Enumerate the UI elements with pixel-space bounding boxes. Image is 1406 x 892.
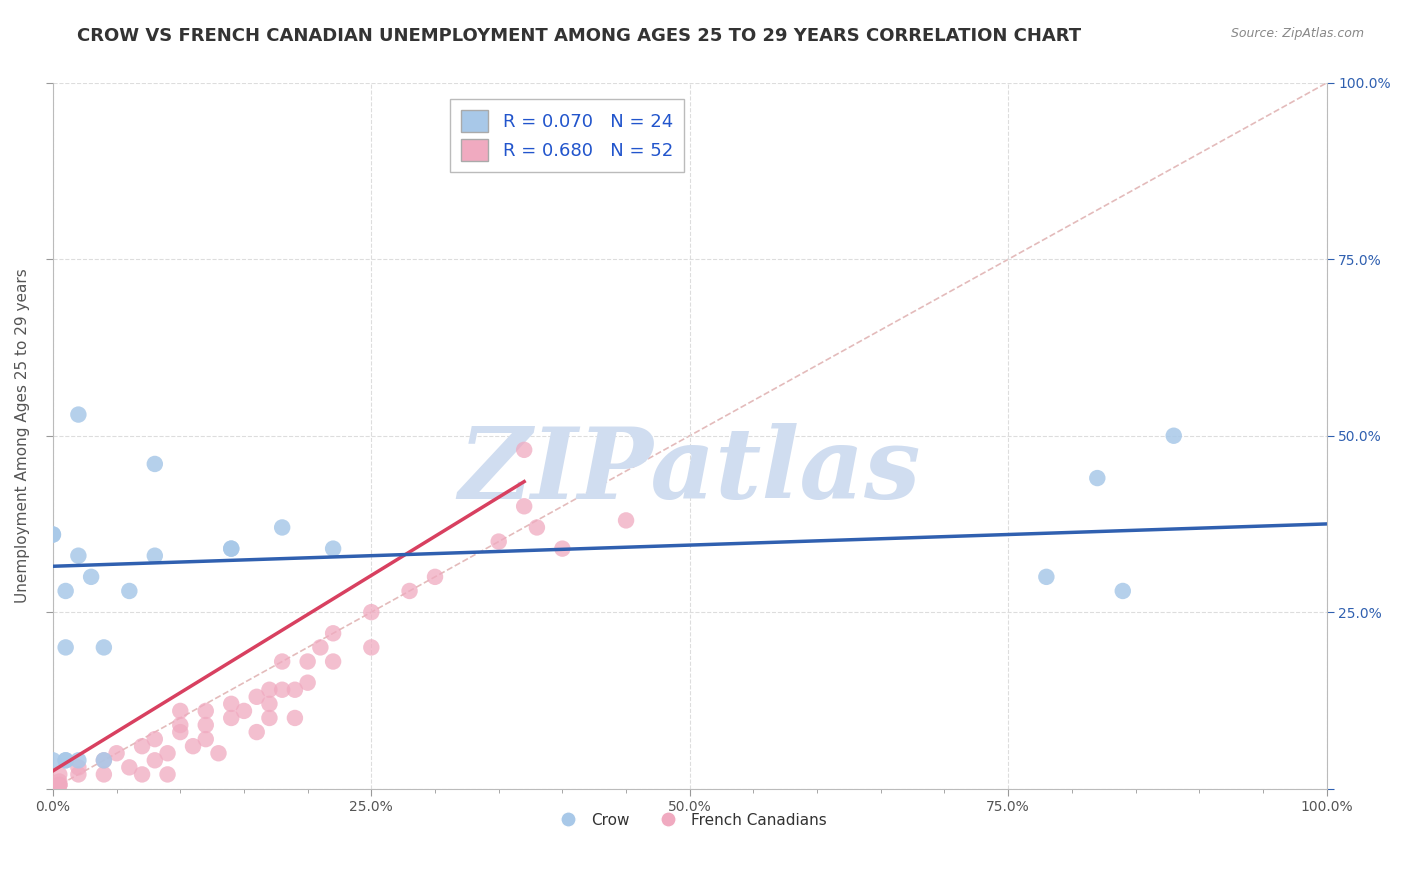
Point bbox=[80, 570, 103, 584]
Point bbox=[1085, 471, 1108, 485]
Point bbox=[169, 718, 191, 732]
Point bbox=[42, 527, 65, 541]
Point bbox=[55, 640, 77, 655]
Point bbox=[194, 718, 217, 732]
Point bbox=[67, 549, 90, 563]
Point bbox=[322, 655, 344, 669]
Point bbox=[219, 541, 242, 556]
Point bbox=[219, 541, 242, 556]
Point bbox=[169, 725, 191, 739]
Point bbox=[1112, 584, 1135, 599]
Point bbox=[67, 767, 90, 781]
Point bbox=[42, 753, 65, 767]
Point bbox=[93, 753, 115, 767]
Point bbox=[48, 778, 70, 792]
Text: ZIPatlas: ZIPatlas bbox=[458, 423, 921, 519]
Point bbox=[1035, 570, 1057, 584]
Point bbox=[246, 725, 269, 739]
Point bbox=[271, 520, 294, 534]
Point bbox=[143, 753, 166, 767]
Point bbox=[55, 584, 77, 599]
Y-axis label: Unemployment Among Ages 25 to 29 years: Unemployment Among Ages 25 to 29 years bbox=[15, 268, 30, 603]
Point bbox=[55, 753, 77, 767]
Point bbox=[297, 675, 319, 690]
Point bbox=[48, 774, 70, 789]
Point bbox=[105, 746, 128, 760]
Point bbox=[93, 640, 115, 655]
Point bbox=[131, 739, 153, 754]
Point bbox=[93, 767, 115, 781]
Point bbox=[360, 640, 382, 655]
Point bbox=[284, 682, 307, 697]
Point bbox=[259, 682, 281, 697]
Point bbox=[67, 408, 90, 422]
Text: CROW VS FRENCH CANADIAN UNEMPLOYMENT AMONG AGES 25 TO 29 YEARS CORRELATION CHART: CROW VS FRENCH CANADIAN UNEMPLOYMENT AMO… bbox=[77, 27, 1081, 45]
Point bbox=[271, 682, 294, 697]
Point bbox=[42, 527, 65, 541]
Point bbox=[48, 778, 70, 792]
Legend: Crow, French Canadians: Crow, French Canadians bbox=[547, 806, 832, 834]
Point bbox=[488, 534, 510, 549]
Point bbox=[259, 697, 281, 711]
Point bbox=[233, 704, 256, 718]
Point bbox=[93, 753, 115, 767]
Point bbox=[271, 655, 294, 669]
Point bbox=[309, 640, 332, 655]
Point bbox=[55, 753, 77, 767]
Point bbox=[513, 442, 536, 457]
Text: Source: ZipAtlas.com: Source: ZipAtlas.com bbox=[1230, 27, 1364, 40]
Point bbox=[219, 697, 242, 711]
Point bbox=[322, 626, 344, 640]
Point bbox=[67, 760, 90, 774]
Point bbox=[143, 732, 166, 747]
Point bbox=[169, 704, 191, 718]
Point bbox=[259, 711, 281, 725]
Point bbox=[207, 746, 229, 760]
Point bbox=[131, 767, 153, 781]
Point bbox=[284, 711, 307, 725]
Point bbox=[423, 570, 446, 584]
Point bbox=[614, 513, 637, 527]
Point bbox=[156, 746, 179, 760]
Point bbox=[118, 584, 141, 599]
Point bbox=[143, 549, 166, 563]
Point bbox=[360, 605, 382, 619]
Point bbox=[322, 541, 344, 556]
Point bbox=[67, 753, 90, 767]
Point bbox=[246, 690, 269, 704]
Point bbox=[513, 500, 536, 514]
Point bbox=[181, 739, 204, 754]
Point bbox=[297, 655, 319, 669]
Point bbox=[1163, 428, 1185, 442]
Point bbox=[551, 541, 574, 556]
Point bbox=[143, 457, 166, 471]
Point bbox=[219, 711, 242, 725]
Point bbox=[194, 704, 217, 718]
Point bbox=[48, 778, 70, 792]
Point bbox=[398, 584, 420, 599]
Point bbox=[526, 520, 548, 534]
Point bbox=[48, 767, 70, 781]
Point bbox=[194, 732, 217, 747]
Point bbox=[118, 760, 141, 774]
Point bbox=[156, 767, 179, 781]
